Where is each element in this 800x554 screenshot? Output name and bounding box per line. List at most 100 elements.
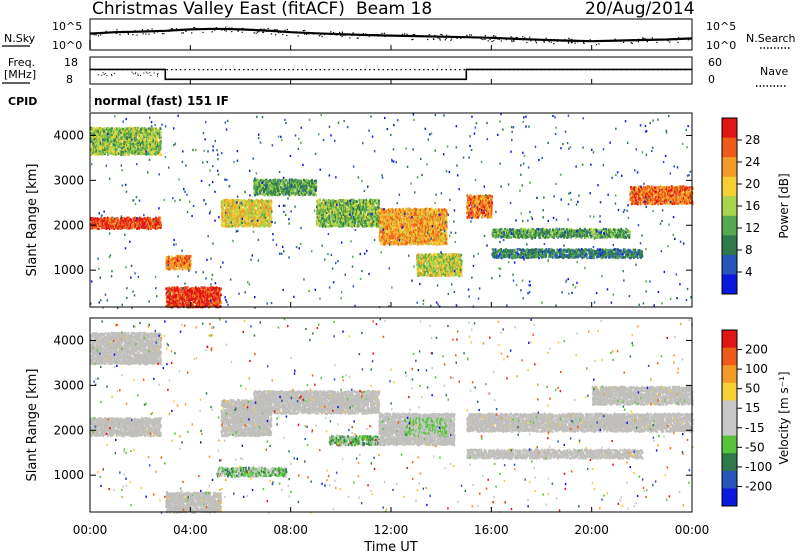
power-cell	[133, 221, 135, 224]
power-cell	[154, 218, 156, 221]
power-cell	[137, 144, 139, 147]
nsky-point	[265, 30, 268, 32]
nsky-point	[241, 31, 243, 33]
power-cell	[143, 140, 146, 144]
power-cell	[108, 217, 111, 221]
nsky-point	[524, 37, 526, 39]
nsky-point	[469, 34, 471, 36]
power-cell	[202, 289, 205, 293]
power-cell	[130, 218, 132, 222]
power-cell	[156, 144, 159, 148]
nsky-point	[334, 34, 336, 36]
power-cell	[129, 223, 132, 226]
power-cell	[181, 297, 184, 300]
power-cell	[106, 147, 108, 151]
nsky-point	[675, 39, 677, 41]
power-cell	[143, 224, 146, 227]
nave-point	[111, 75, 113, 77]
power-cell	[220, 301, 223, 304]
power-cell	[130, 221, 133, 225]
power-cell	[101, 222, 104, 226]
nsky-point	[401, 33, 404, 35]
power-cell	[219, 287, 222, 291]
power-cell	[110, 224, 112, 228]
power-cell	[120, 153, 122, 156]
power-cell	[134, 216, 137, 220]
power-cell	[214, 304, 216, 308]
power-cell	[157, 151, 159, 155]
power-cell	[270, 207, 273, 211]
power-cell	[182, 257, 184, 260]
power-cell	[150, 140, 153, 144]
power-cell	[214, 297, 217, 300]
power-cell	[96, 127, 99, 131]
power-cell	[110, 217, 113, 220]
nsky-point	[689, 38, 691, 40]
power-cell	[139, 148, 142, 152]
nsky-point	[445, 37, 447, 40]
nsky-point	[297, 35, 299, 37]
nsky-point	[516, 37, 518, 39]
power-cell	[183, 263, 186, 266]
power-cell	[107, 126, 109, 130]
nsky-point	[351, 34, 353, 37]
power-cell	[159, 221, 162, 224]
power-cell	[223, 211, 225, 215]
nsky-point	[127, 33, 129, 35]
power-cell	[362, 199, 365, 202]
power-cell	[140, 217, 142, 221]
nsky-point	[105, 30, 107, 32]
power-cell	[178, 259, 181, 263]
nsky-panel: N.Sky 10^5 10^0 10^5 10^0 N.Search	[2, 18, 796, 52]
power-cell	[151, 153, 153, 156]
nsky-point	[548, 41, 550, 43]
power-cell	[191, 291, 194, 294]
power-cell	[172, 263, 174, 266]
power-cell	[357, 222, 360, 226]
power-cell	[115, 127, 118, 131]
power-cell	[138, 139, 141, 143]
power-cell	[109, 147, 111, 150]
power-cell	[122, 133, 124, 136]
nsky-point	[273, 29, 275, 31]
power-cell	[151, 141, 154, 145]
nsky-point	[168, 30, 170, 32]
power-cell	[137, 218, 139, 221]
power-cell	[184, 259, 187, 263]
nave-point	[111, 74, 112, 76]
power-cell	[129, 136, 132, 139]
nsky-point	[451, 38, 453, 40]
power-cell	[116, 140, 118, 143]
power-cell	[190, 288, 193, 292]
power-cell	[127, 146, 129, 150]
power-cell	[145, 147, 148, 151]
power-cell	[145, 141, 147, 144]
nsky-point	[262, 31, 264, 33]
power-cell	[212, 303, 214, 307]
nsky-point	[479, 36, 481, 38]
power-cell	[112, 128, 115, 132]
nsky-point	[677, 41, 679, 43]
power-cell	[208, 295, 210, 298]
power-cell	[192, 297, 195, 300]
power-cell	[356, 200, 358, 203]
power-cell	[109, 138, 112, 142]
nsky-point	[535, 42, 537, 44]
power-cell	[122, 150, 125, 153]
power-cell	[142, 149, 145, 152]
power-cell	[166, 260, 169, 263]
nsky-point	[151, 28, 153, 30]
nsky-point	[93, 34, 95, 36]
nsky-point	[466, 34, 468, 36]
power-cell	[300, 179, 303, 183]
nsky-point	[148, 33, 150, 35]
power-cell	[168, 265, 171, 268]
nsky-point	[182, 32, 184, 34]
nsky-point	[313, 33, 315, 35]
power-cell	[153, 152, 155, 155]
power-cell	[223, 221, 226, 225]
power-cell	[127, 153, 129, 156]
nsky-point	[460, 37, 462, 39]
power-cell	[176, 291, 179, 294]
freq-tick-bottom: 8	[66, 73, 73, 86]
